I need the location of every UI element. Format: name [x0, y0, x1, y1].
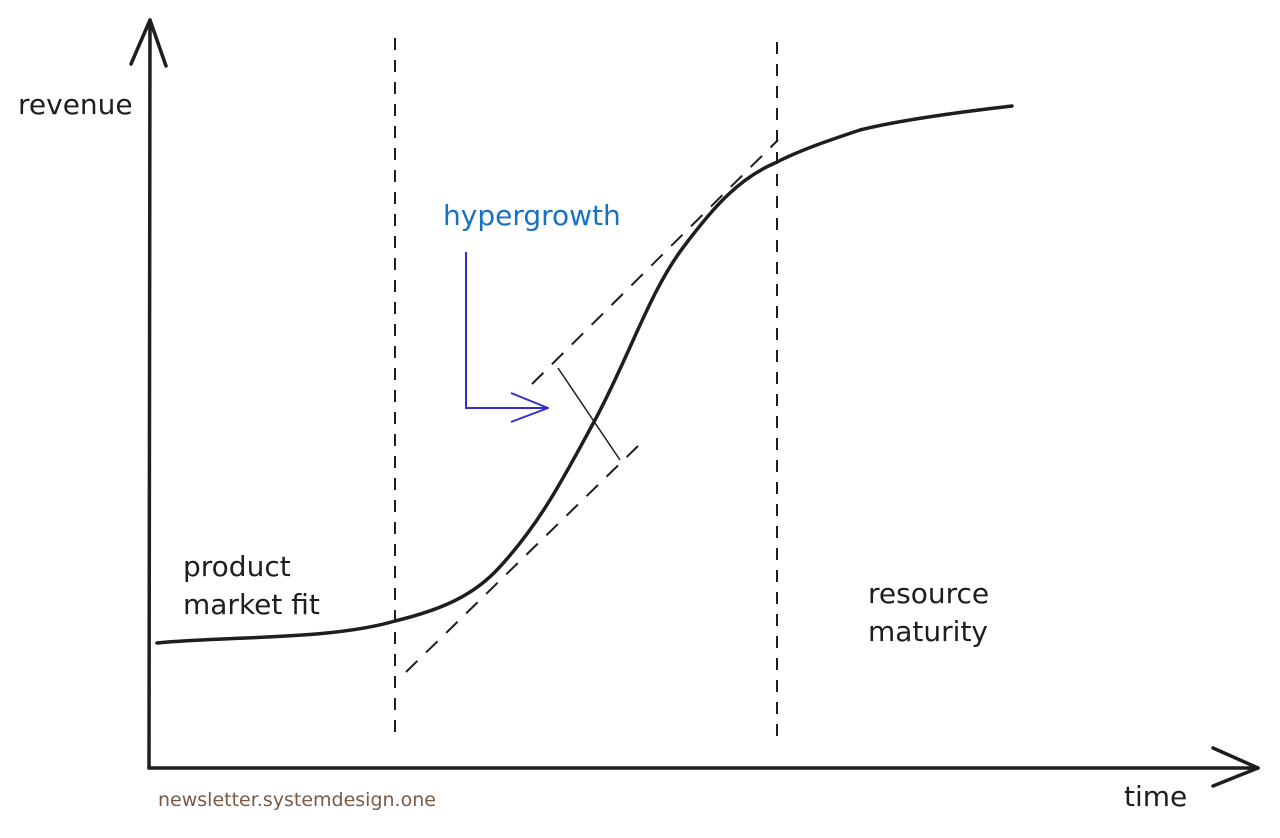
growth-curve — [155, 104, 1014, 645]
y-axis-label: revenue — [18, 88, 133, 121]
phase-label-product-line-1: product — [183, 550, 291, 583]
arrow-right-icon — [465, 252, 549, 423]
tangent-line-upper — [531, 139, 779, 385]
phase-label-hypergrowth: hypergrowth — [443, 199, 621, 232]
credit-text: newsletter.systemdesign.one — [158, 789, 436, 811]
phase-label-resource-line-2: maturity — [868, 615, 988, 648]
y-axis — [129, 18, 168, 770]
tangent-connector — [557, 367, 621, 461]
x-axis-label: time — [1124, 780, 1187, 813]
x-axis — [147, 746, 1260, 788]
phase-label-product-line-2: market fit — [183, 588, 320, 621]
phase-label-resource-line-1: resource — [868, 577, 989, 610]
tangent-line-lower — [405, 445, 639, 673]
